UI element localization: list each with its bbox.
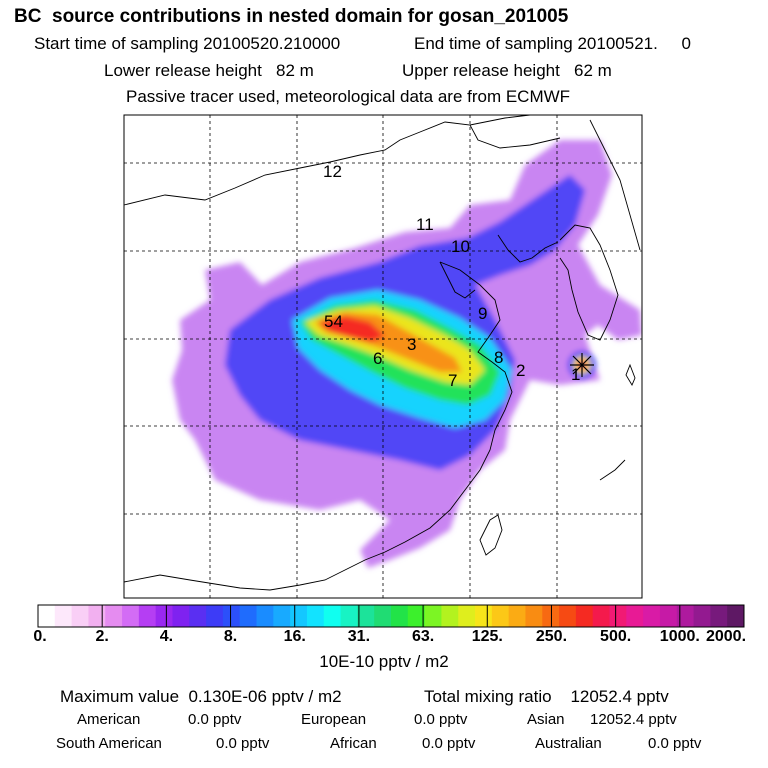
- colorbar-cell: [38, 605, 56, 627]
- colorbar-cell: [172, 605, 190, 627]
- colorbar-label: 2000.: [705, 628, 747, 645]
- receptor-star-icon: [570, 353, 594, 377]
- colorbar-cell: [609, 605, 627, 627]
- region-value: 0.0 pptv: [216, 735, 270, 752]
- colorbar-label: 125.: [471, 628, 503, 645]
- region-value: 0.0 pptv: [414, 711, 468, 728]
- colorbar-cell: [138, 605, 157, 627]
- sampling-start: Start time of sampling 20100520.210000: [34, 34, 341, 53]
- region-name: Asian: [527, 711, 565, 728]
- release-upper: Upper release height 62 m: [402, 61, 612, 80]
- colorbar-frame: [37, 604, 745, 628]
- colorbar-cell: [626, 605, 644, 627]
- tracer-note: Passive tracer used, meteorological data…: [126, 87, 571, 106]
- region-value: 0.0 pptv: [422, 735, 476, 752]
- colorbar: [37, 604, 745, 628]
- colorbar-cell: [256, 605, 274, 627]
- colorbar-cell: [559, 605, 577, 627]
- colorbar-cell: [374, 605, 392, 627]
- region-labels: 12 11 10 9 54 3 6 8 2 7 1: [323, 162, 580, 390]
- region-value: 0.0 pptv: [648, 735, 702, 752]
- region-name: Australian: [535, 735, 602, 752]
- colorbar-cell: [105, 605, 123, 627]
- region-label: 1: [571, 365, 580, 384]
- colorbar-cell: [491, 605, 510, 627]
- colorbar-cell: [424, 605, 442, 627]
- coastlines: [123, 114, 641, 591]
- region-label: 8: [494, 348, 503, 367]
- region-label: 6: [373, 349, 382, 368]
- colorbar-cell: [441, 605, 459, 627]
- colorbar-label: 31.: [347, 628, 371, 645]
- sampling-end: End time of sampling 20100521. 0: [414, 34, 691, 53]
- region-label: 11: [416, 215, 434, 234]
- lat-lon-grid: [124, 115, 642, 598]
- colorbar-cell: [71, 605, 89, 627]
- plume-layer-red: [318, 316, 385, 342]
- region-label: 10: [451, 237, 470, 256]
- colorbar-label: 500.: [600, 628, 632, 645]
- region-label: 3: [407, 335, 416, 354]
- colorbar-label: 1000.: [659, 628, 700, 645]
- region-name: European: [301, 711, 367, 728]
- colorbar-cell: [525, 605, 543, 627]
- colorbar-cell: [391, 605, 409, 627]
- colorbar-label: 63.: [411, 628, 435, 645]
- plume-field: [172, 140, 642, 568]
- colorbar-label: 8.: [223, 628, 238, 645]
- colorbar-cell: [727, 605, 745, 627]
- colorbar-cell: [592, 605, 611, 627]
- colorbar-label: 0.: [33, 628, 47, 645]
- region-name: South American: [56, 735, 162, 752]
- colorbar-cell: [475, 605, 493, 627]
- colorbar-cell: [508, 605, 526, 627]
- total-mixing-ratio: Total mixing ratio 12052.4 pptv: [424, 687, 669, 706]
- colorbar-cell: [206, 605, 224, 627]
- colorbar-cell: [407, 605, 426, 627]
- release-lower: Lower release height 82 m: [104, 61, 314, 80]
- colorbar-cell: [340, 605, 358, 627]
- colorbar-cell: [542, 605, 560, 627]
- colorbar-label: 4.: [159, 628, 174, 645]
- colorbar-label: 16.: [283, 628, 306, 645]
- colorbar-cell: [710, 605, 728, 627]
- region-value: 0.0 pptv: [188, 711, 242, 728]
- colorbar-unit: 10E-10 pptv / m2: [319, 652, 449, 671]
- colorbar-cell: [306, 605, 325, 627]
- plot-title: BC source contributions in nested domain…: [14, 6, 569, 27]
- colorbar-cell: [54, 605, 73, 627]
- colorbar-cell: [643, 605, 661, 627]
- region-label: 12: [323, 162, 342, 181]
- colorbar-cell: [189, 605, 207, 627]
- region-label: 7: [448, 371, 457, 390]
- colorbar-cell: [693, 605, 711, 627]
- colorbar-cell: [222, 605, 241, 627]
- colorbar-label: 250.: [535, 628, 568, 645]
- colorbar-cell: [575, 605, 594, 627]
- colorbar-cell: [659, 605, 678, 627]
- region-label: 54: [324, 312, 343, 331]
- region-label: 9: [478, 304, 487, 323]
- colorbar-cell: [676, 605, 695, 627]
- colorbar-cell: [357, 605, 375, 627]
- region-label: 2: [516, 361, 525, 380]
- region-name: African: [330, 735, 377, 752]
- colorbar-cell: [239, 605, 258, 627]
- colorbar-cell: [155, 605, 173, 627]
- max-value: Maximum value 0.130E-06 pptv / m2: [60, 687, 342, 706]
- region-name: American: [77, 711, 141, 728]
- colorbar-label: 2.: [95, 628, 109, 645]
- colorbar-cell: [323, 605, 342, 627]
- colorbar-cell: [122, 605, 140, 627]
- colorbar-cell: [88, 605, 106, 627]
- colorbar-cell: [290, 605, 308, 627]
- colorbar-cell: [458, 605, 476, 627]
- colorbar-cell: [273, 605, 291, 627]
- region-value: 12052.4 pptv: [590, 711, 677, 728]
